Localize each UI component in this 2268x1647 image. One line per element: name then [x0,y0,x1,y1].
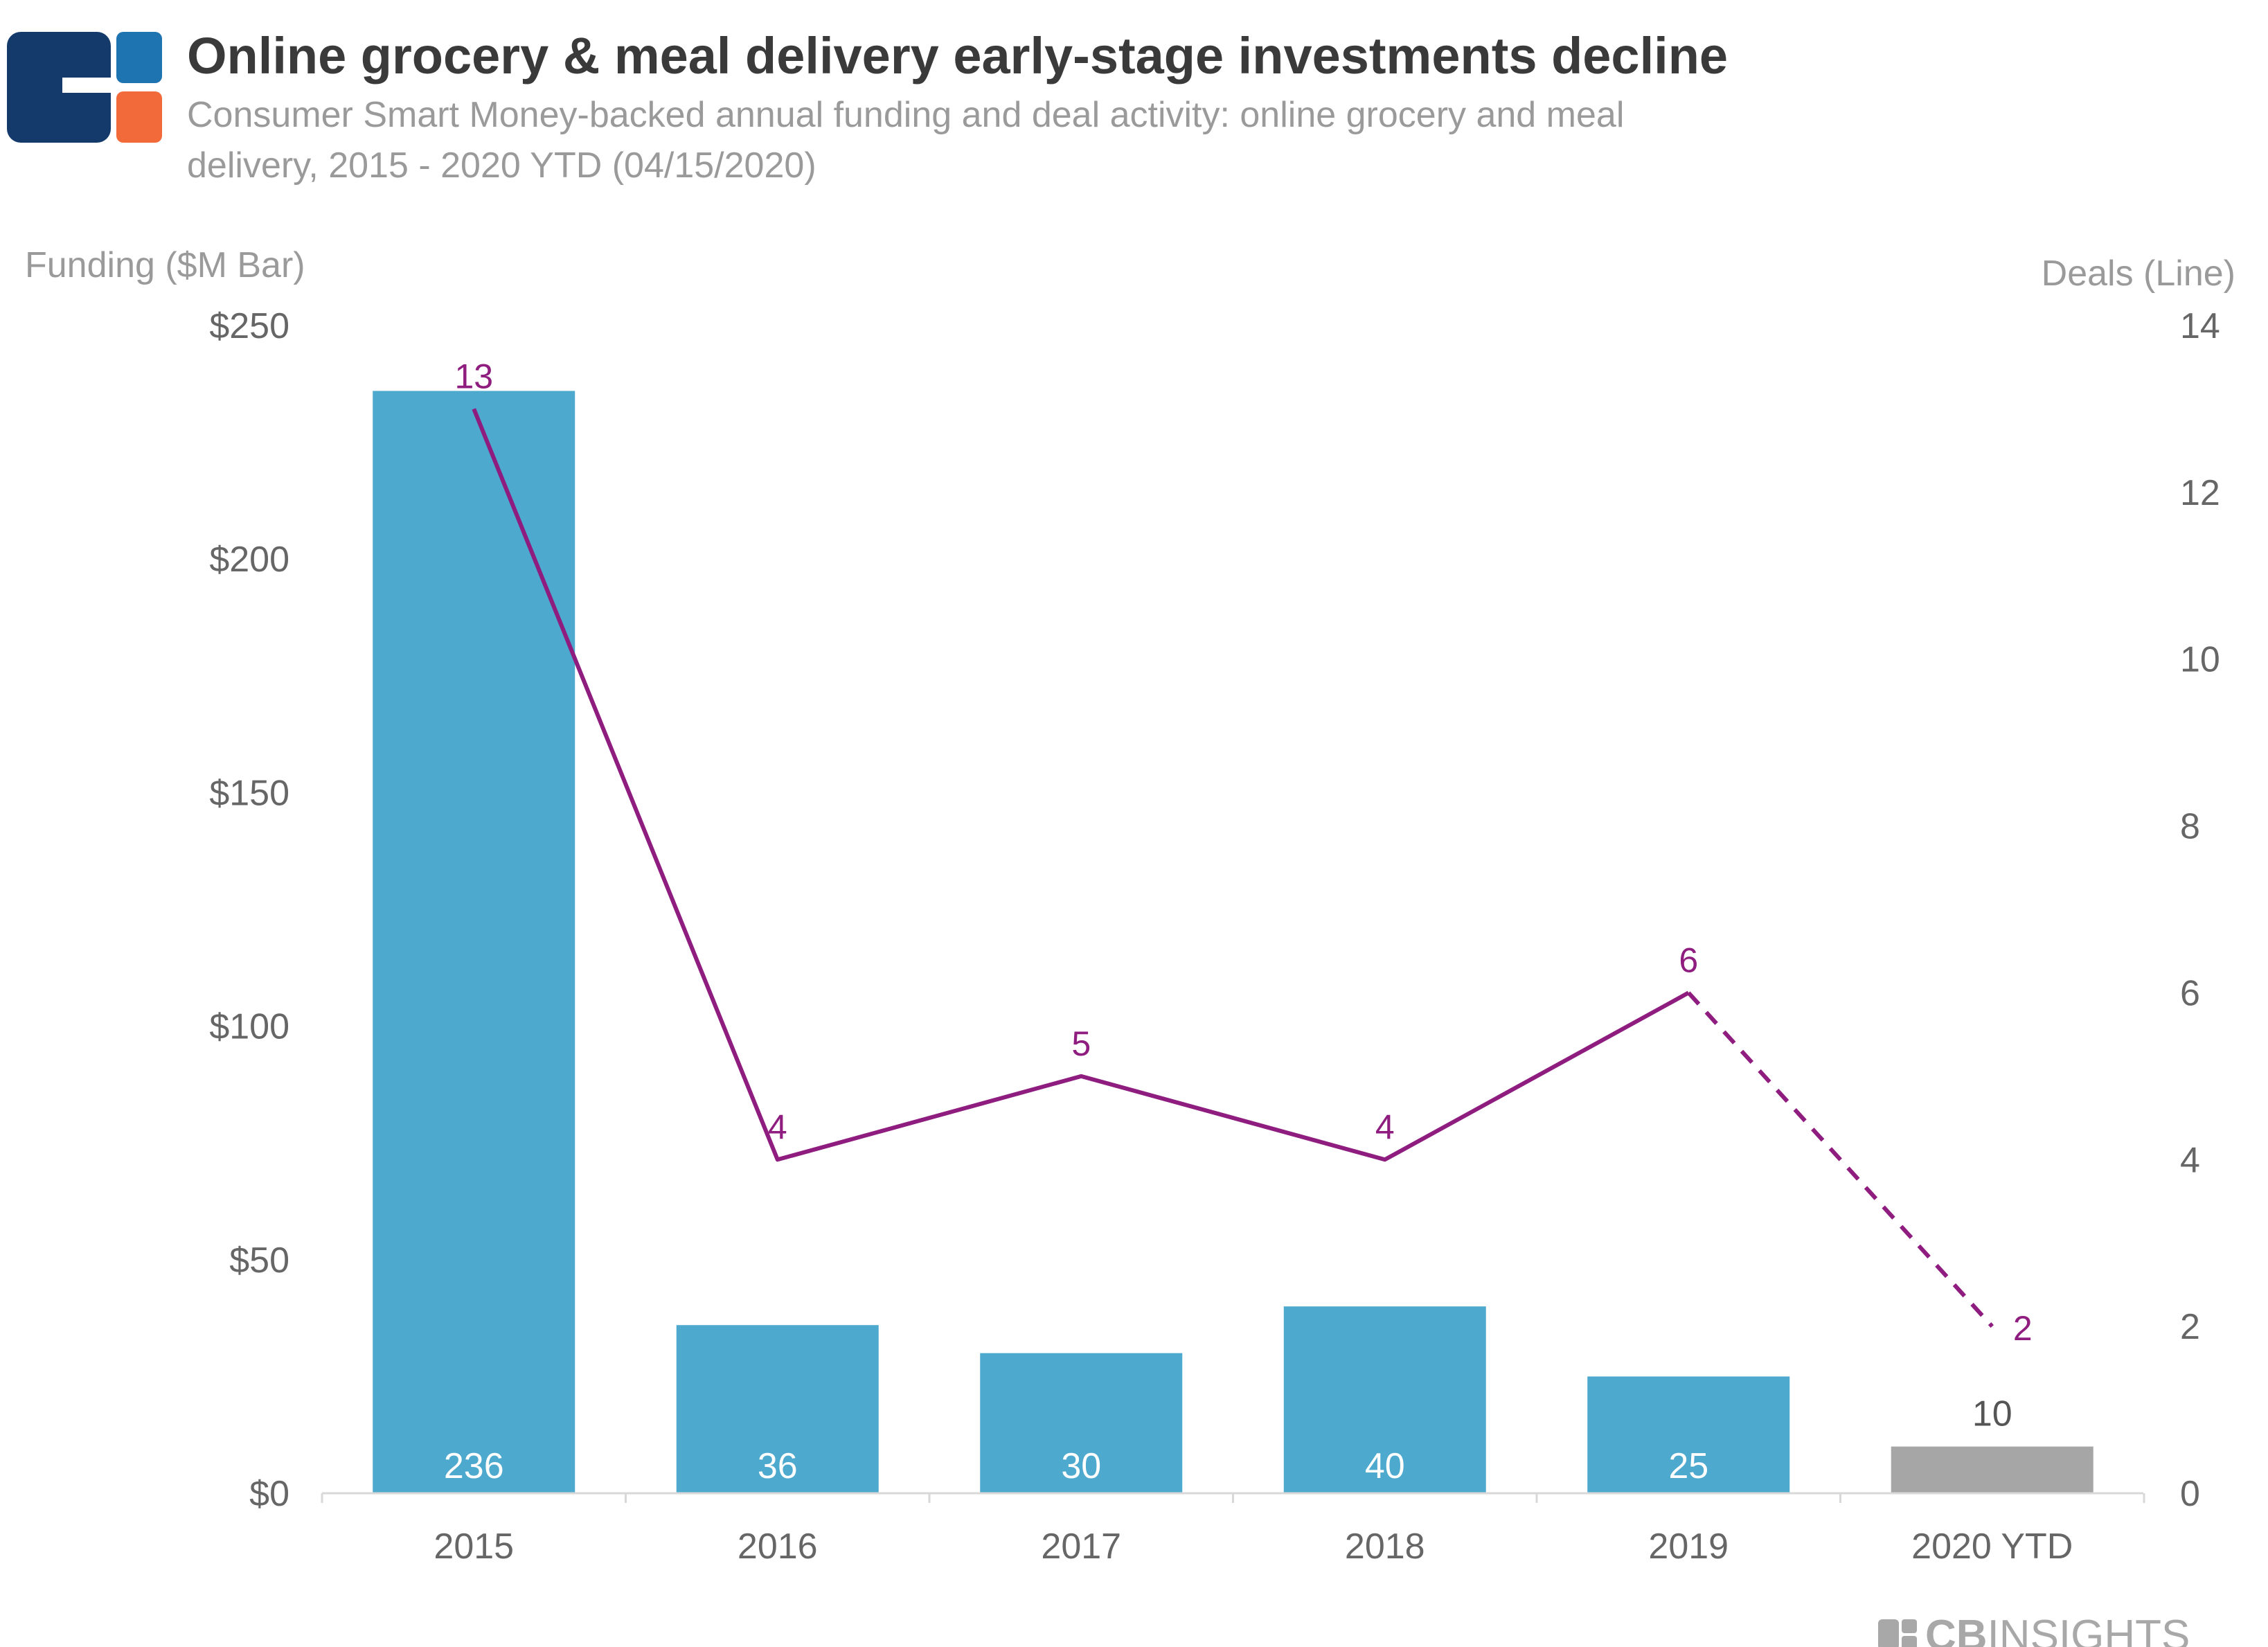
funding-bar-label: 40 [1365,1446,1405,1486]
x-axis-tick-label: 2015 [434,1526,514,1567]
funding-bar-label: 10 [1972,1394,2012,1434]
left-axis-ticks: $0 $50 $100 $150 $200 $250 [209,306,289,1514]
right-axis-tick-label: 0 [2180,1474,2200,1514]
deals-line-label: 6 [1679,941,1698,979]
deals-line-solid [472,408,1690,1162]
left-axis-tick-label: $250 [209,306,289,346]
funding-bar-label: 30 [1061,1446,1101,1486]
left-axis-tick-label: $200 [209,540,289,580]
right-axis-tick-label: 14 [2180,306,2220,346]
funding-bar-label: 36 [758,1446,798,1486]
x-axis-ticks [321,1493,2145,1503]
right-axis-tick-label: 4 [2180,1140,2200,1180]
left-axis-title: Funding ($M Bar) [25,245,305,285]
bar-series [373,391,2093,1493]
chart-title: Online grocery & meal delivery early-sta… [187,27,1728,84]
left-axis-tick-label: $50 [229,1240,289,1281]
left-axis-tick-label: $150 [209,773,289,813]
right-axis-tick-label: 12 [2180,473,2220,513]
logo-blue-block [116,32,162,83]
brand-name-light: INSIGHTS [1988,1612,2190,1647]
logo-navy-block [7,32,111,143]
x-axis-tick-label: 2018 [1345,1526,1425,1567]
funding-bar-label: 25 [1668,1446,1708,1486]
funding-bar-label: 236 [444,1446,504,1486]
x-axis-tick-label: 2017 [1041,1526,1121,1567]
right-axis-tick-label: 6 [2180,973,2200,1013]
x-axis-tick-label: 2020 YTD [1911,1526,2073,1567]
deals-line-labels: 13 4 5 4 6 2 [454,357,2032,1348]
deals-line-dashed [1687,991,1994,1328]
logo-orange-block [116,91,162,143]
funding-bar [676,1325,879,1493]
cbinsights-brand: CBINSIGHTS [1878,1612,2190,1647]
brand-name-bold: CB [1925,1612,1988,1647]
funding-bar [1283,1306,1486,1493]
cbinsights-logo-icon [1878,1619,1917,1647]
left-axis-tick-label: $0 [249,1474,289,1514]
left-axis-tick-label: $100 [209,1007,289,1047]
cb-logo-icon [7,32,162,143]
right-axis-tick-label: 10 [2180,640,2220,680]
deals-line-label: 13 [454,357,493,395]
x-axis-tick-label: 2016 [738,1526,818,1567]
x-axis-labels: 2015 2016 2017 2018 2019 2020 YTD [434,1526,2073,1567]
deals-line-label: 5 [1071,1024,1091,1063]
funding-bar [1891,1446,2093,1493]
x-axis-tick-label: 2019 [1648,1526,1729,1567]
deals-line-label: 2 [2013,1309,2033,1348]
funding-bar [1587,1376,1790,1493]
deals-line-label: 4 [768,1107,787,1146]
right-axis-tick-label: 8 [2180,807,2200,847]
funding-bar [373,391,575,1493]
logo-notch [62,78,116,93]
deals-line-label: 4 [1375,1107,1395,1146]
right-axis-title: Deals (Line) [2042,253,2235,294]
bar-value-labels: 236 36 30 40 25 10 [444,1394,2012,1486]
chart-subtitle-line2: delivery, 2015 - 2020 YTD (04/15/2020) [187,145,816,186]
deals-line-series [472,408,1994,1328]
brand-name: CBINSIGHTS [1925,1612,2190,1647]
funding-bar [980,1353,1183,1493]
right-axis-ticks: 0 2 4 6 8 10 12 14 [2180,306,2220,1514]
right-axis-tick-label: 2 [2180,1307,2200,1347]
chart-subtitle-line1: Consumer Smart Money-backed annual fundi… [187,95,1624,135]
